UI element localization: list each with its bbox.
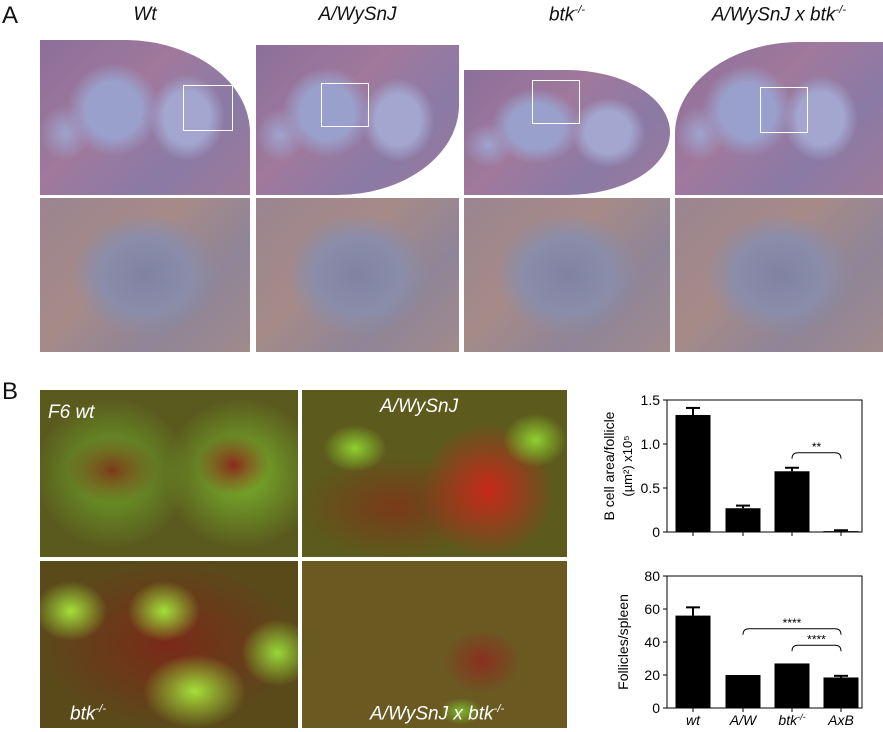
y-tick-label: 60 xyxy=(644,601,660,617)
label-text: F6 wt xyxy=(48,402,95,423)
y-axis-label-units: (µm²) x10⁵ xyxy=(620,435,635,496)
bar-AxB xyxy=(823,677,859,708)
y-axis-label: B cell area/follicle xyxy=(601,411,617,520)
significance-label: **** xyxy=(783,616,802,630)
plot-frame xyxy=(666,399,863,533)
follicle-detail-awysnj xyxy=(256,198,459,352)
significance-bracket xyxy=(791,644,842,652)
x-tick-label: wt xyxy=(686,712,701,728)
x-tick-label: btk-/- xyxy=(778,712,805,728)
zoom-box xyxy=(321,83,369,127)
y-axis-label: Follicles/spleen xyxy=(615,594,631,690)
title-text: A/WySnJ xyxy=(318,4,397,25)
label-text: btk xyxy=(70,703,96,725)
y-tick-label: 40 xyxy=(644,634,660,650)
image-label: btk-/- xyxy=(70,703,106,725)
immunofluorescence-f6-wt: F6 wt xyxy=(40,390,298,557)
zoom-box xyxy=(760,87,808,133)
title-text: Wt xyxy=(133,4,157,25)
title-sup: -/- xyxy=(574,4,586,16)
significance-label: **** xyxy=(807,632,826,646)
x-tick-label-sup: -/- xyxy=(797,712,806,722)
image-label: A/WySnJ xyxy=(380,396,458,418)
spleen-overview-awysnj xyxy=(256,45,459,195)
label-text: A/WySnJ xyxy=(380,396,459,417)
spleen-overview-btk xyxy=(464,70,670,195)
bar-AxB xyxy=(823,531,859,532)
title-text: A/WySnJ x btk xyxy=(711,4,836,26)
x-tick-label: AxB xyxy=(827,712,854,728)
bar-btk-/- xyxy=(774,471,810,532)
follicle-detail-btk xyxy=(464,198,670,352)
follicle-detail-wt xyxy=(40,198,250,352)
immunofluorescence-awysnj: A/WySnJ xyxy=(302,390,567,557)
label-sup: -/- xyxy=(493,703,505,715)
y-tick-label: 0 xyxy=(652,524,660,540)
label-sup: -/- xyxy=(95,703,107,715)
zoom-box xyxy=(532,80,580,124)
bar-btk-/- xyxy=(774,663,810,708)
label-text: A/WySnJ x btk xyxy=(370,703,494,725)
column-title-wt: Wt xyxy=(40,4,250,26)
spleen-overview-cross xyxy=(675,42,883,195)
follicle-detail-cross xyxy=(675,198,883,352)
bar-wt xyxy=(675,414,711,532)
bar-A/W xyxy=(725,508,761,532)
zoom-box xyxy=(183,85,233,131)
bar-A/W xyxy=(725,675,761,708)
y-tick-label: 1.5 xyxy=(641,392,661,408)
y-tick-label: 1.0 xyxy=(641,436,661,452)
column-title-cross: A/WySnJ x btk-/- xyxy=(675,4,883,26)
immunofluorescence-btk: btk-/- xyxy=(40,561,298,728)
significance-label: ** xyxy=(812,440,822,454)
significance-bracket xyxy=(791,452,842,459)
title-text: btk xyxy=(548,4,575,26)
panel-a-label: A xyxy=(2,2,19,29)
title-sup: -/- xyxy=(835,4,847,16)
x-tick-label: A/W xyxy=(729,712,758,728)
y-tick-label: 80 xyxy=(644,568,660,584)
spleen-overview-wt xyxy=(40,40,250,195)
immunofluorescence-cross: A/WySnJ x btk-/- xyxy=(302,561,567,728)
image-label: F6 wt xyxy=(48,402,94,424)
image-label: A/WySnJ x btk-/- xyxy=(370,703,504,725)
y-tick-label: 0 xyxy=(652,700,660,716)
bar-wt xyxy=(675,615,711,708)
bar-charts: 0 0.5 1.0 1.5 ** B cell area/follicle (µm²) x1… xyxy=(601,392,863,728)
panel-b-label: B xyxy=(2,378,19,405)
y-tick-label: 0.5 xyxy=(641,480,661,496)
y-tick-label: 20 xyxy=(644,667,660,683)
column-title-awysnj: A/WySnJ xyxy=(256,4,459,26)
significance-bracket xyxy=(742,628,842,635)
column-title-btk: btk-/- xyxy=(464,4,670,26)
